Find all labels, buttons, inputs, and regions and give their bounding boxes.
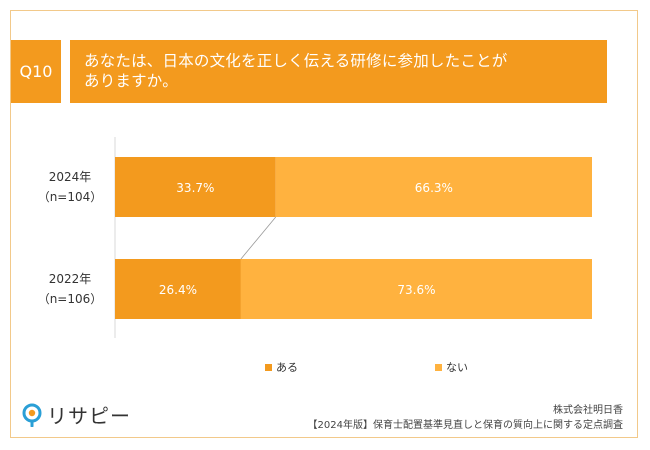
legend-swatch-nai <box>435 364 442 371</box>
bar-segment-aru <box>115 259 241 319</box>
category-label-n: （n=106） <box>38 292 103 306</box>
data-label: 33.7% <box>176 181 214 195</box>
question-text-line-2: ありますか。 <box>84 72 178 90</box>
legend-swatch-aru <box>265 364 272 371</box>
logo-text: リサピー <box>47 404 131 428</box>
data-label: 66.3% <box>415 181 453 195</box>
bar-segment-nai <box>240 259 593 319</box>
bar-segment-aru <box>115 157 276 217</box>
category-label-n: （n=104） <box>38 190 103 204</box>
legend-label: ある <box>276 361 298 374</box>
category-label-year: 2024年 <box>49 170 92 184</box>
company-name: 株式会社明日香 <box>553 405 623 416</box>
survey-title: 【2024年版】保育士配置基準見直しと保育の質向上に関する定点調査 <box>307 420 623 431</box>
magnifier-logo-icon <box>22 403 42 427</box>
bar-segment-nai <box>275 157 592 217</box>
risapy-logo: リサピー <box>22 400 131 429</box>
category-label-year: 2022年 <box>49 272 92 286</box>
series-connector-line <box>240 216 277 260</box>
data-label: 73.6% <box>397 283 435 297</box>
question-text-line-1: あなたは、日本の文化を正しく伝える研修に参加したことが <box>84 52 508 70</box>
stacked-bar-chart: 33.7% 66.3% 2024年 （n=104） 26.4% 73.6% 2022年 （n=… <box>38 137 593 374</box>
data-label: 26.4% <box>159 283 197 297</box>
question-number-badge: Q10 <box>11 40 61 103</box>
legend-label: ない <box>446 361 468 374</box>
question-number: Q10 <box>19 62 53 81</box>
question-box: あなたは、日本の文化を正しく伝える研修に参加したことが ありますか。 <box>70 40 607 103</box>
outer-frame <box>10 10 638 438</box>
